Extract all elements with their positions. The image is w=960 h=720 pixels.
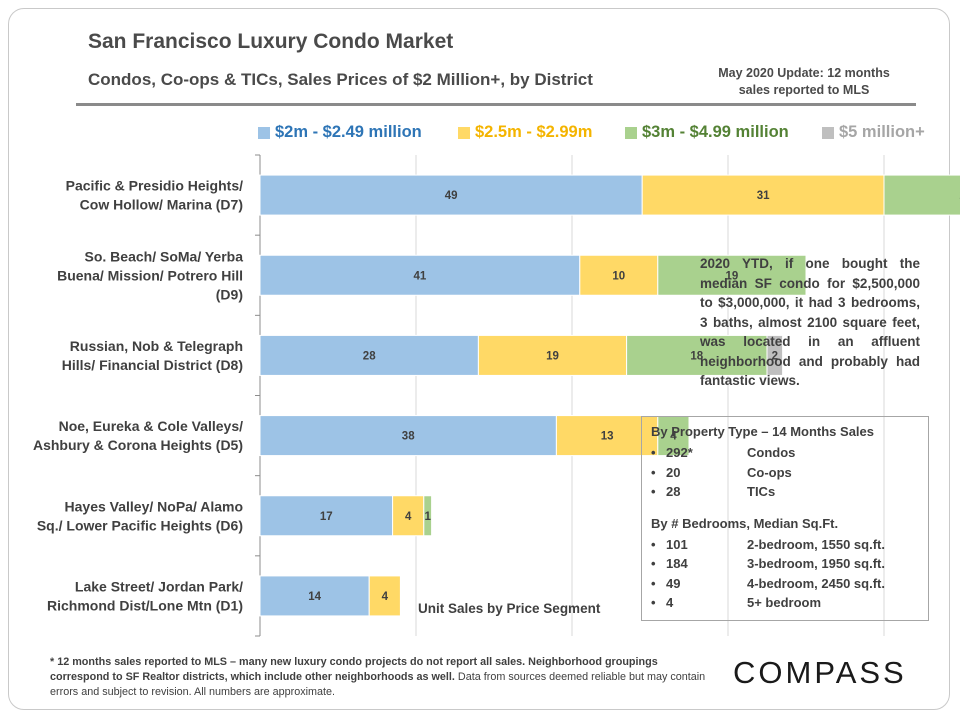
legend-swatch-seg4	[822, 126, 834, 139]
bar-segment	[392, 495, 425, 537]
legend-item-seg3: $3m - $4.99 million	[625, 123, 789, 142]
compass-logo: COMPASS	[733, 655, 907, 690]
bar-segment	[259, 254, 581, 296]
bar-value-label: 41	[414, 270, 427, 282]
update-note-line1: May 2020 Update: 12 months	[718, 66, 890, 80]
legend-label-seg3: $3m - $4.99 million	[642, 123, 789, 141]
property-type-row: • 28 TICs	[651, 484, 776, 499]
category-label: Noe, Eureka & Cole Valleys/Ashbury & Cor…	[33, 418, 243, 453]
bar-segment	[368, 575, 401, 617]
bar-segment	[626, 334, 768, 376]
footnote-bold: * 12 months sales reported to MLS – many…	[50, 656, 658, 683]
property-summary-box: By Property Type – 14 Months Sales • 292*…	[641, 416, 929, 621]
legend-label-seg1: $2m - $2.49 million	[275, 123, 422, 141]
category-label: Pacific & Presidio Heights/Cow Hollow/ M…	[66, 178, 243, 213]
bar-segment	[423, 495, 433, 537]
bar-value-label: 49	[445, 190, 458, 202]
bar-segment	[259, 415, 557, 457]
bar-value-label: 17	[320, 511, 333, 523]
bedroom-row: • 184 3-bedroom, 1950 sq.ft.	[651, 556, 885, 571]
bar-value-label: 10	[612, 270, 625, 282]
bedroom-row: • 4 5+ bedroom	[651, 595, 822, 610]
bar-value-label: 4	[670, 431, 677, 443]
legend-swatch-seg2	[458, 126, 470, 139]
bar-value-label: 1	[424, 511, 431, 523]
bar-segment	[579, 254, 659, 296]
bar-segment	[657, 415, 690, 457]
bedroom-row: • 101 2-bedroom, 1550 sq.ft.	[651, 536, 885, 552]
bar-segment	[883, 174, 960, 216]
bar-segment	[641, 174, 885, 216]
bar-value-label: 28	[363, 350, 376, 362]
category-label: Hayes Valley/ NoPa/ Alamo Sq./ Lower Paci…	[37, 498, 243, 533]
bar-value-label: 2	[772, 350, 778, 362]
bar-segment	[259, 495, 394, 537]
bar-value-label: 38	[402, 431, 415, 443]
bar-segment	[259, 575, 370, 617]
bar-segment	[766, 334, 784, 376]
chart-title: Unit Sales by Price Segment	[418, 601, 601, 616]
footnote: * 12 months sales reported to MLS – many…	[50, 655, 714, 700]
legend-item-seg2: $2.5m - $2.99m	[458, 123, 592, 142]
legend-swatch-seg3	[625, 126, 637, 139]
bedrooms-heading: By # Bedrooms, Median Sq.Ft.	[651, 515, 839, 531]
bar-segment	[259, 174, 643, 216]
property-type-row: • 20 Co-ops	[651, 464, 792, 480]
update-note: May 2020 Update: 12 months sales reporte…	[704, 65, 904, 99]
bar-value-label: 31	[757, 190, 770, 202]
bar-value-label: 19	[546, 350, 559, 362]
update-note-line2: sales reported to MLS	[738, 83, 870, 97]
property-type-row: • 292* Condos	[651, 445, 796, 460]
slide-frame	[8, 8, 950, 710]
bar-segment	[657, 254, 807, 296]
bar-segment	[259, 334, 479, 376]
property-type-heading: By Property Type – 14 Months Sales	[651, 424, 874, 439]
legend-swatch-seg1	[258, 126, 270, 139]
bar-value-label: 13	[601, 431, 614, 443]
bedroom-row: • 49 4-bedroom, 2450 sq.ft.	[651, 575, 885, 591]
legend-label-seg2: $2.5m - $2.99m	[475, 123, 593, 141]
bar-value-label: 4	[405, 511, 412, 523]
category-label: Russian, Nob & Telegraph Hills/ Financial…	[62, 338, 243, 373]
chart-legend: $2m - $2.49 million $2.5m - $2.99m $3m -…	[0, 123, 960, 147]
legend-item-seg1: $2m - $2.49 million	[258, 123, 422, 142]
title-divider	[76, 103, 916, 106]
category-label: So. Beach/ SoMa/ Yerba Buena/ Mission/ Po…	[57, 248, 243, 302]
bar-value-label: 4	[382, 591, 389, 603]
bar-value-label: 18	[690, 350, 703, 362]
legend-item-seg4: $5 million+	[822, 123, 925, 142]
category-label: Lake Street/ Jordan Park/Richmond Dist/L…	[47, 578, 243, 613]
page-title: San Francisco Luxury Condo Market	[88, 30, 454, 53]
footnote-normal: Data from sources deemed reliable but ma…	[50, 671, 706, 698]
median-condo-callout: 2020 YTD, if one bought the median SF co…	[700, 256, 920, 388]
bar-value-label: 19	[726, 270, 739, 282]
bar-value-label: 14	[308, 591, 321, 603]
page-subtitle: Condos, Co-ops & TICs, Sales Prices of $…	[88, 70, 593, 89]
legend-label-seg4: $5 million+	[839, 123, 925, 141]
